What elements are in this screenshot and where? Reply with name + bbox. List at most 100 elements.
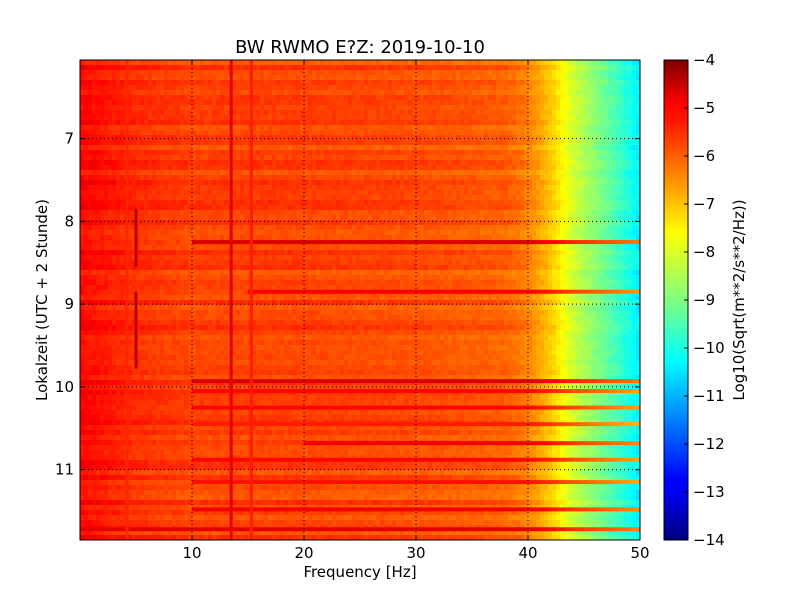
heatmap-cell: [80, 340, 85, 346]
heatmap-cell: [236, 190, 241, 196]
heatmap-cell: [132, 135, 137, 141]
heatmap-cell: [188, 95, 193, 101]
heatmap-cell: [204, 180, 209, 186]
heatmap-cell: [204, 520, 209, 526]
heatmap-cell: [172, 425, 177, 431]
heatmap-cell: [88, 330, 93, 336]
heatmap-cell: [108, 155, 113, 161]
heatmap-cell: [80, 450, 85, 456]
heatmap-cell: [280, 145, 285, 151]
heatmap-cell: [168, 370, 173, 376]
heatmap-cell: [224, 130, 229, 136]
heatmap-cell: [176, 165, 181, 171]
heatmap-cell: [200, 485, 205, 491]
heatmap-cell: [272, 205, 277, 211]
heatmap-cell: [268, 120, 273, 126]
heatmap-cell: [180, 185, 185, 191]
chart-title: BW RWMO E?Z: 2019-10-10: [235, 37, 485, 58]
heatmap-cell: [256, 450, 261, 456]
heatmap-cell: [232, 410, 237, 416]
heatmap-cell: [120, 315, 125, 321]
heatmap-cell: [140, 325, 145, 331]
heatmap-cell: [236, 245, 241, 251]
heatmap-cell: [80, 240, 85, 246]
heatmap-cell: [196, 435, 201, 441]
heatmap-cell: [160, 405, 165, 411]
heatmap-cell: [144, 300, 149, 306]
heatmap-cell: [220, 475, 225, 481]
heatmap-cell: [212, 270, 217, 276]
heatmap-cell: [256, 460, 261, 466]
heatmap-cell: [216, 445, 221, 451]
heatmap-cell: [216, 470, 221, 476]
heatmap-cell: [92, 495, 97, 501]
heatmap-cell: [212, 260, 217, 266]
heatmap-cell: [176, 145, 181, 151]
heatmap-cell: [216, 430, 221, 436]
heatmap-cell: [88, 265, 93, 271]
heatmap-cell: [268, 75, 273, 81]
heatmap-cell: [180, 465, 185, 471]
heatmap-cell: [272, 415, 277, 421]
heatmap-cell: [168, 95, 173, 101]
heatmap-cell: [148, 75, 153, 81]
heatmap-cell: [260, 415, 265, 421]
heatmap-cell: [200, 205, 205, 211]
heatmap-cell: [212, 340, 217, 346]
heatmap-cell: [172, 275, 177, 281]
heatmap-cell: [128, 530, 133, 536]
heatmap-cell: [284, 230, 289, 236]
heatmap-cell: [128, 160, 133, 166]
heatmap-cell: [256, 310, 261, 316]
heatmap-cell: [164, 310, 169, 316]
heatmap-cell: [172, 310, 177, 316]
heatmap-cell: [176, 390, 181, 396]
heatmap-cell: [128, 205, 133, 211]
heatmap-cell: [108, 530, 113, 536]
heatmap-cell: [160, 230, 165, 236]
heatmap-cell: [84, 485, 89, 491]
heatmap-cell: [240, 415, 245, 421]
heatmap-cell: [192, 385, 197, 391]
heatmap-cell: [272, 155, 277, 161]
heatmap-cell: [164, 135, 169, 141]
heatmap-cell: [236, 330, 241, 336]
heatmap-cell: [240, 465, 245, 471]
heatmap-cell: [192, 220, 197, 226]
heatmap-cell: [244, 265, 249, 271]
heatmap-cell: [272, 365, 277, 371]
heatmap-cell: [84, 245, 89, 251]
heatmap-cell: [92, 300, 97, 306]
heatmap-cell: [284, 350, 289, 356]
heatmap-cell: [240, 270, 245, 276]
heatmap-cell: [172, 195, 177, 201]
heatmap-cell: [156, 95, 161, 101]
heatmap-cell: [164, 230, 169, 236]
heatmap-cell: [204, 315, 209, 321]
heatmap-cell: [208, 350, 213, 356]
heatmap-cell: [160, 110, 165, 116]
heatmap-cell: [104, 380, 109, 386]
heatmap-cell: [264, 445, 269, 451]
heatmap-cell: [156, 295, 161, 301]
heatmap-cell: [140, 380, 145, 386]
heatmap-cell: [204, 400, 209, 406]
heatmap-cell: [284, 125, 289, 131]
heatmap-cell: [196, 170, 201, 176]
heatmap-cell: [236, 275, 241, 281]
heatmap-cell: [100, 480, 105, 486]
heatmap-cell: [100, 205, 105, 211]
heatmap-cell: [152, 225, 157, 231]
heatmap-cell: [92, 240, 97, 246]
heatmap-cell: [160, 535, 165, 540]
heatmap-cell: [260, 245, 265, 251]
heatmap-cell: [120, 355, 125, 361]
heatmap-cell: [184, 435, 189, 441]
heatmap-cell: [92, 110, 97, 116]
heatmap-cell: [96, 355, 101, 361]
heatmap-cell: [256, 435, 261, 441]
heatmap-cell: [172, 285, 177, 291]
heatmap-cell: [256, 180, 261, 186]
heatmap-cell: [132, 280, 137, 286]
heatmap-cell: [180, 80, 185, 86]
